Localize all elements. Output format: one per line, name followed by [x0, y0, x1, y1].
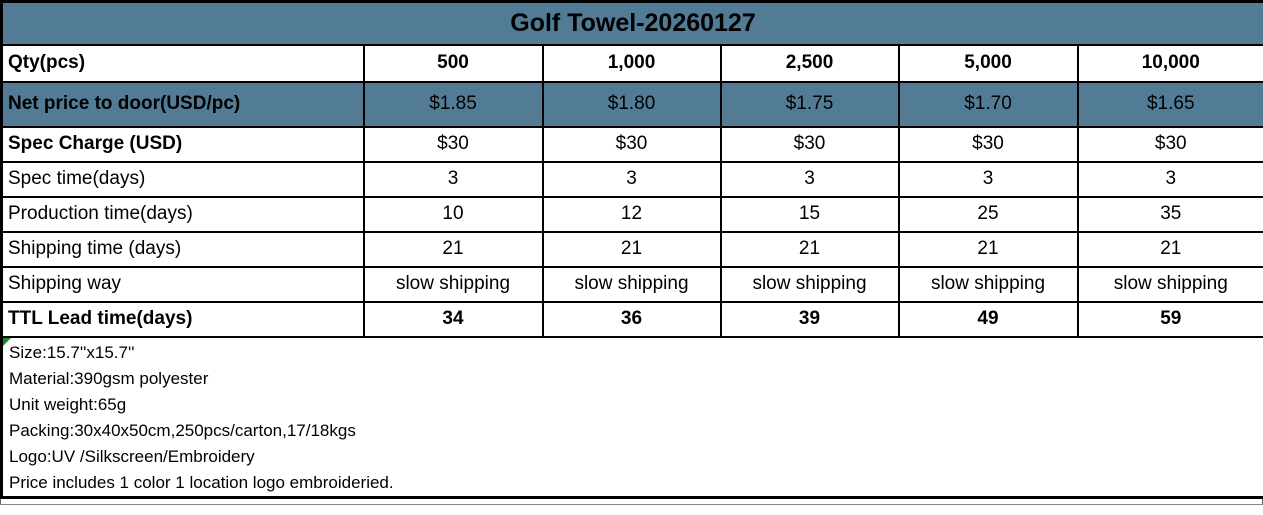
empty-row-strip	[0, 498, 1263, 505]
cell-label-production-time[interactable]: Production time(days)	[0, 195, 365, 233]
cell-shipping-way-3[interactable]: slow shipping	[719, 265, 900, 303]
note-weight: Unit weight:65g	[9, 394, 127, 414]
cell-spec-time-1[interactable]: 3	[362, 160, 544, 198]
cell-net-price-3[interactable]: $1.75	[719, 80, 900, 128]
note-logo: Logo:UV /Silkscreen/Embroidery	[9, 446, 255, 466]
cell-spec-charge-4[interactable]: $30	[897, 125, 1079, 163]
cell-spec-time-2[interactable]: 3	[541, 160, 722, 198]
cell-qty-tier-4[interactable]: 5,000	[897, 43, 1079, 83]
cell-spec-charge-3[interactable]: $30	[719, 125, 900, 163]
cell-shipping-way-5[interactable]: slow shipping	[1076, 265, 1263, 303]
cell-spec-time-3[interactable]: 3	[719, 160, 900, 198]
cell-qty-tier-3[interactable]: 2,500	[719, 43, 900, 83]
cell-ttl-lead-time-1[interactable]: 34	[362, 300, 544, 338]
cell-qty-tier-5[interactable]: 10,000	[1076, 43, 1263, 83]
table-row: Shipping way slow shipping slow shipping…	[0, 265, 1263, 303]
cell-spec-time-5[interactable]: 3	[1076, 160, 1263, 198]
quote-title: Golf Towel-20260127	[0, 0, 1263, 46]
cell-production-time-2[interactable]: 12	[541, 195, 722, 233]
table-row: Spec time(days) 3 3 3 3 3	[0, 160, 1263, 198]
cell-net-price-1[interactable]: $1.85	[362, 80, 544, 128]
table-row: Net price to door(USD/pc) $1.85 $1.80 $1…	[0, 80, 1263, 128]
cell-production-time-1[interactable]: 10	[362, 195, 544, 233]
cell-label-spec-charge[interactable]: Spec Charge (USD)	[0, 125, 365, 163]
note-material: Material:390gsm polyester	[9, 368, 209, 388]
table-row: TTL Lead time(days) 34 36 39 49 59	[0, 300, 1263, 338]
table-row: Golf Towel-20260127	[0, 0, 1263, 46]
cell-label-qty[interactable]: Qty(pcs)	[0, 43, 365, 83]
note-packing: Packing:30x40x50cm,250pcs/carton,17/18kg…	[9, 420, 356, 440]
cell-net-price-5[interactable]: $1.65	[1076, 80, 1263, 128]
cell-production-time-4[interactable]: 25	[897, 195, 1079, 233]
cell-shipping-time-2[interactable]: 21	[541, 230, 722, 268]
cell-ttl-lead-time-3[interactable]: 39	[719, 300, 900, 338]
table-row: Shipping time (days) 21 21 21 21 21	[0, 230, 1263, 268]
cell-net-price-4[interactable]: $1.70	[897, 80, 1079, 128]
cell-label-net-price[interactable]: Net price to door(USD/pc)	[0, 80, 365, 128]
cell-spec-charge-2[interactable]: $30	[541, 125, 722, 163]
cell-spec-charge-1[interactable]: $30	[362, 125, 544, 163]
table-row: Production time(days) 10 12 15 25 35	[0, 195, 1263, 233]
table-row: Spec Charge (USD) $30 $30 $30 $30 $30	[0, 125, 1263, 163]
cell-error-indicator-icon	[3, 338, 11, 346]
cell-ttl-lead-time-4[interactable]: 49	[897, 300, 1079, 338]
quote-table: Golf Towel-20260127 Qty(pcs) 500 1,000 2…	[0, 0, 1263, 499]
cell-ttl-lead-time-5[interactable]: 59	[1076, 300, 1263, 338]
cell-shipping-way-2[interactable]: slow shipping	[541, 265, 722, 303]
cell-spec-time-4[interactable]: 3	[897, 160, 1079, 198]
cell-shipping-way-4[interactable]: slow shipping	[897, 265, 1079, 303]
note-price-includes: Price includes 1 color 1 location logo e…	[9, 472, 394, 492]
cell-net-price-2[interactable]: $1.80	[541, 80, 722, 128]
cell-shipping-time-5[interactable]: 21	[1076, 230, 1263, 268]
table-row: Size:15.7''x15.7'' Material:390gsm polye…	[0, 335, 1263, 498]
cell-qty-tier-1[interactable]: 500	[362, 43, 544, 83]
product-notes-cell[interactable]: Size:15.7''x15.7'' Material:390gsm polye…	[0, 335, 1263, 498]
table-row: Qty(pcs) 500 1,000 2,500 5,000 10,000	[0, 43, 1263, 83]
cell-shipping-time-4[interactable]: 21	[897, 230, 1079, 268]
cell-shipping-time-1[interactable]: 21	[362, 230, 544, 268]
cell-ttl-lead-time-2[interactable]: 36	[541, 300, 722, 338]
cell-label-spec-time[interactable]: Spec time(days)	[0, 160, 365, 198]
cell-qty-tier-2[interactable]: 1,000	[541, 43, 722, 83]
cell-shipping-way-1[interactable]: slow shipping	[362, 265, 544, 303]
cell-production-time-3[interactable]: 15	[719, 195, 900, 233]
cell-label-ttl-lead-time[interactable]: TTL Lead time(days)	[0, 300, 365, 338]
cell-spec-charge-5[interactable]: $30	[1076, 125, 1263, 163]
note-size: Size:15.7''x15.7''	[9, 342, 135, 362]
cell-production-time-5[interactable]: 35	[1076, 195, 1263, 233]
cell-shipping-time-3[interactable]: 21	[719, 230, 900, 268]
cell-label-shipping-time[interactable]: Shipping time (days)	[0, 230, 365, 268]
cell-label-shipping-way[interactable]: Shipping way	[0, 265, 365, 303]
